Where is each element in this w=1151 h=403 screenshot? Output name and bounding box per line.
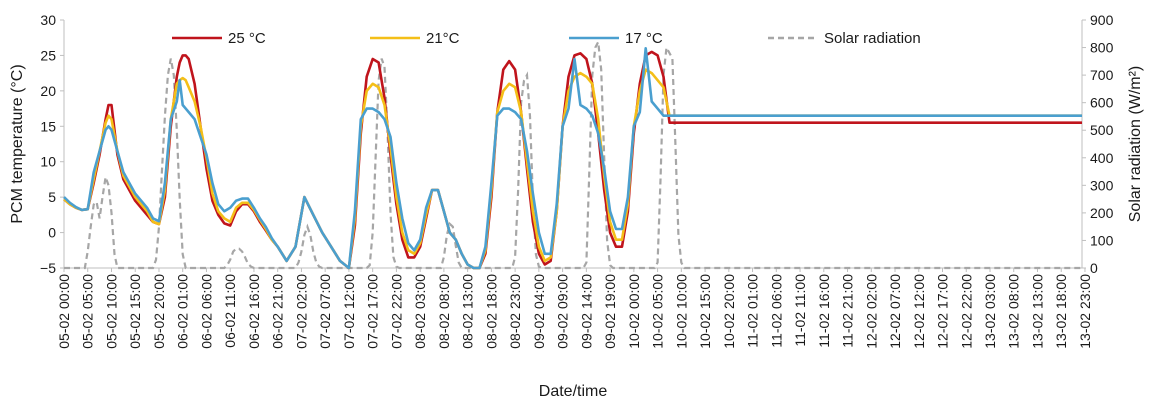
x-tick-label: 11-02 11:00 (792, 274, 808, 347)
x-tick-label: 11-02 06:00 (768, 274, 784, 348)
y2-tick-label: 900 (1090, 12, 1114, 28)
series-line-1 (63, 68, 1082, 270)
x-tick-label: 13-02 18:00 (1053, 274, 1069, 349)
plot-area: 30 25 20 15 10 5 0 −5 900 800 700 600 500 400 300 200 10… (40, 12, 1114, 349)
x-tick-label: 13-02 08:00 (1006, 274, 1022, 349)
x-tick-label: 10-02 20:00 (721, 274, 737, 349)
x-tick-label: 09-02 14:00 (578, 274, 594, 349)
x-tick-label: 11-02 01:00 (745, 274, 761, 348)
x-tick-label: 06-02 06:00 (198, 274, 214, 349)
y2-tick-label: 800 (1090, 40, 1114, 56)
x-tick-label: 10-02 00:00 (626, 274, 642, 349)
series-line-2 (63, 47, 1082, 270)
y2-tick-label: 500 (1090, 122, 1114, 138)
y2-tick-label: 700 (1090, 67, 1114, 83)
x-tick-label: 06-02 21:00 (270, 274, 286, 349)
legend-label: 21°C (426, 30, 460, 47)
x-tick-label: 07-02 12:00 (341, 274, 357, 349)
y2-axis-title: Solar radiation (W/m²) (1127, 66, 1144, 222)
x-tick-label: 08-02 08:00 (436, 274, 452, 349)
x-tick-label: 05-02 10:00 (103, 274, 119, 349)
x-tick-label: 07-02 02:00 (293, 274, 309, 349)
x-tick-label: 12-02 22:00 (958, 274, 974, 349)
x-tick-label: 07-02 07:00 (317, 274, 333, 349)
series-line-0 (63, 50, 1082, 270)
y-tick-label: 5 (48, 189, 56, 205)
x-tick-label: 07-02 22:00 (388, 274, 404, 349)
x-tick-label: 12-02 02:00 (863, 274, 879, 349)
x-tick-label: 13-02 13:00 (1029, 274, 1045, 349)
y-tick-label: 10 (40, 154, 56, 170)
y-axis-title: PCM temperature (°C) (9, 64, 26, 223)
x-tick-label: 05-02 20:00 (151, 274, 167, 349)
x-tick-label: 06-02 11:00 (222, 274, 238, 348)
x-tick-label: 07-02 17:00 (365, 274, 381, 349)
y2-tick-label: 0 (1090, 260, 1098, 276)
x-tick-label: 13-02 03:00 (982, 274, 998, 349)
x-tick-label: 12-02 17:00 (935, 274, 951, 349)
legend-label: 25 °C (228, 30, 266, 47)
x-tick-label: 08-02 23:00 (507, 274, 523, 349)
x-tick-label: 11-02 16:00 (816, 274, 832, 348)
x-tick-label: 08-02 13:00 (460, 274, 476, 349)
y-tick-label: 20 (40, 83, 56, 99)
x-tick-label: 09-02 04:00 (531, 274, 547, 349)
x-tick-label: 06-02 16:00 (246, 274, 262, 349)
x-tick-label: 05-02 15:00 (127, 274, 143, 349)
x-tick-label: 05-02 05:00 (80, 274, 96, 349)
y-tick-label: −5 (40, 260, 56, 276)
x-tick-label: 10-02 10:00 (673, 274, 689, 349)
y2-tick-label: 400 (1090, 150, 1114, 166)
y-tick-label: 25 (40, 47, 56, 63)
y2-tick-label: 200 (1090, 205, 1114, 221)
y-tick-label: 0 (48, 225, 56, 241)
y-tick-label: 15 (40, 118, 56, 134)
legend-label: 17 °C (625, 30, 663, 47)
y-tick-label: 30 (40, 12, 56, 28)
y2-tick-label: 300 (1090, 177, 1114, 193)
x-tick-label: 08-02 18:00 (483, 274, 499, 349)
x-tick-label: 11-02 21:00 (840, 274, 856, 348)
x-tick-label: 08-02 03:00 (412, 274, 428, 349)
x-tick-label: 10-02 15:00 (697, 274, 713, 349)
x-tick-label: 09-02 09:00 (555, 274, 571, 349)
x-tick-label: 13-02 23:00 (1077, 274, 1093, 349)
legend-label: Solar radiation (824, 30, 921, 47)
x-tick-label: 05-02 00:00 (56, 274, 72, 349)
y2-tick-label: 600 (1090, 95, 1114, 111)
x-tick-label: 06-02 01:00 (175, 274, 191, 349)
y2-tick-label: 100 (1090, 232, 1114, 248)
x-tick-label: 12-02 12:00 (911, 274, 927, 349)
x-tick-label: 09-02 19:00 (602, 274, 618, 349)
x-tick-label: 10-02 05:00 (650, 274, 666, 349)
x-axis-title: Date/time (539, 383, 608, 400)
x-tick-label: 12-02 07:00 (887, 274, 903, 349)
